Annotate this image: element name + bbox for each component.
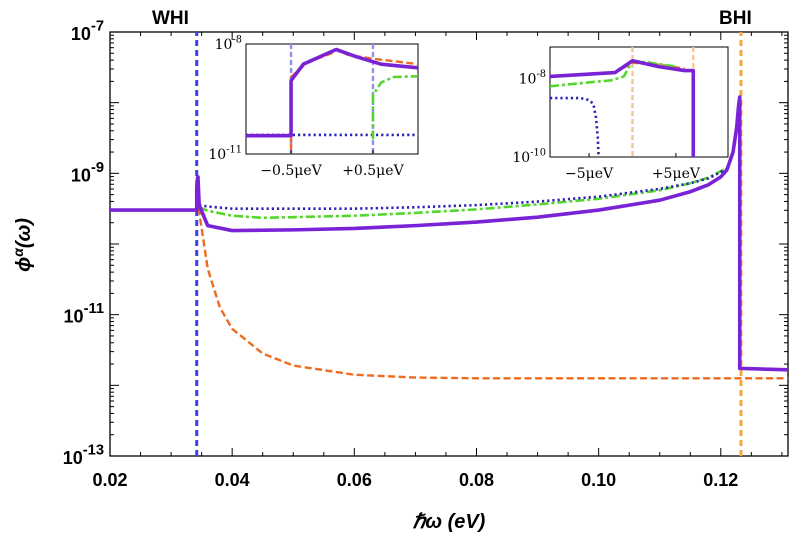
y-tick-label: 10-7 <box>71 19 104 44</box>
y-axis-title: ϕα(ω) <box>10 218 35 272</box>
inset-whi-series <box>246 47 418 150</box>
x-tick-label: 0.04 <box>215 470 250 490</box>
inset-whi-labels: 10-810-11−0.5μeV +0.5μeV <box>208 35 404 179</box>
main-series <box>110 95 789 380</box>
BHI-inset-y-tick-label-base: 10 <box>512 150 530 166</box>
y-tick-label-exp: -11 <box>84 301 104 317</box>
y-tick-label-base: 10 <box>64 307 84 327</box>
x-axis-title: ℏω (eV) <box>413 511 486 533</box>
WHI-inset-y-tick-label-exp: -11 <box>226 145 242 156</box>
inset-bhi-labels: 10-810-10−5μeV +5μeV <box>512 69 700 182</box>
BHI-inset-series-dashdot-green <box>550 59 677 88</box>
whi-label: WHI <box>152 8 189 29</box>
y-axis-omega: (ω) <box>13 218 35 248</box>
y-axis-alpha: α <box>10 247 26 257</box>
WHI-inset-series-total <box>246 47 418 138</box>
x-tick-label: 0.12 <box>703 470 738 490</box>
WHI-inset-y-tick-label-base: 10 <box>215 37 233 53</box>
x-tick-label: 0.02 <box>92 470 127 490</box>
x-tick-label: 0.06 <box>337 470 372 490</box>
WHI-inset-y-tick-label: 10-8 <box>215 35 242 53</box>
y-tick-label: 10-11 <box>64 301 104 326</box>
main-series-dashed-orange <box>195 176 788 380</box>
WHI-inset-x-tick-label: +0.5μeV <box>342 163 404 179</box>
WHI-inset-series-dashdot-green <box>371 74 418 140</box>
y-tick-label-base: 10 <box>71 165 91 185</box>
BHI-inset-series-total <box>550 58 696 157</box>
x-tick-label: 0.08 <box>459 470 494 490</box>
WHI-inset-y-tick-label: 10-11 <box>208 145 242 163</box>
y-axis-phi: ϕ <box>13 257 35 272</box>
BHI-inset-x-tick-label: +5μeV <box>652 166 701 182</box>
inset-bhi-series <box>550 58 696 157</box>
y-tick-label-exp: -7 <box>91 19 104 35</box>
WHI-inset-x-tick-label: −0.5μeV <box>260 163 322 179</box>
bhi-label: BHI <box>719 8 752 29</box>
BHI-inset-y-tick-label-exp: -8 <box>536 69 546 80</box>
y-tick-label: 10-9 <box>71 160 104 185</box>
y-tick-label-exp: -9 <box>91 160 104 176</box>
y-tick-label-base: 10 <box>63 448 83 468</box>
BHI-inset-y-tick-label-base: 10 <box>519 71 537 87</box>
main-ticks <box>109 32 788 457</box>
WHI-inset-y-tick-label-exp: -8 <box>232 35 242 46</box>
y-tick-label: 10-13 <box>63 443 104 468</box>
inset-bhi-frame <box>549 46 729 158</box>
main-tick-labels: 0.02 0.04 0.06 0.08 0.10 0.1210-710-910-1110-… <box>63 19 739 490</box>
x-tick-label: 0.10 <box>581 470 616 490</box>
y-tick-label-exp: -13 <box>83 443 104 459</box>
main-series-dotted-blue <box>198 167 728 210</box>
y-tick-label-base: 10 <box>71 24 91 44</box>
BHI-inset-y-tick-label-exp: -10 <box>530 148 546 159</box>
BHI-inset-y-tick-label: 10-10 <box>512 148 546 166</box>
BHI-inset-series-dotted-blue <box>550 96 600 157</box>
main-series-total <box>110 95 789 372</box>
WHI-inset-y-tick-label-base: 10 <box>208 147 226 163</box>
BHI-inset-x-tick-label: −5μeV <box>565 166 614 182</box>
BHI-inset-y-tick-label: 10-8 <box>519 69 546 87</box>
